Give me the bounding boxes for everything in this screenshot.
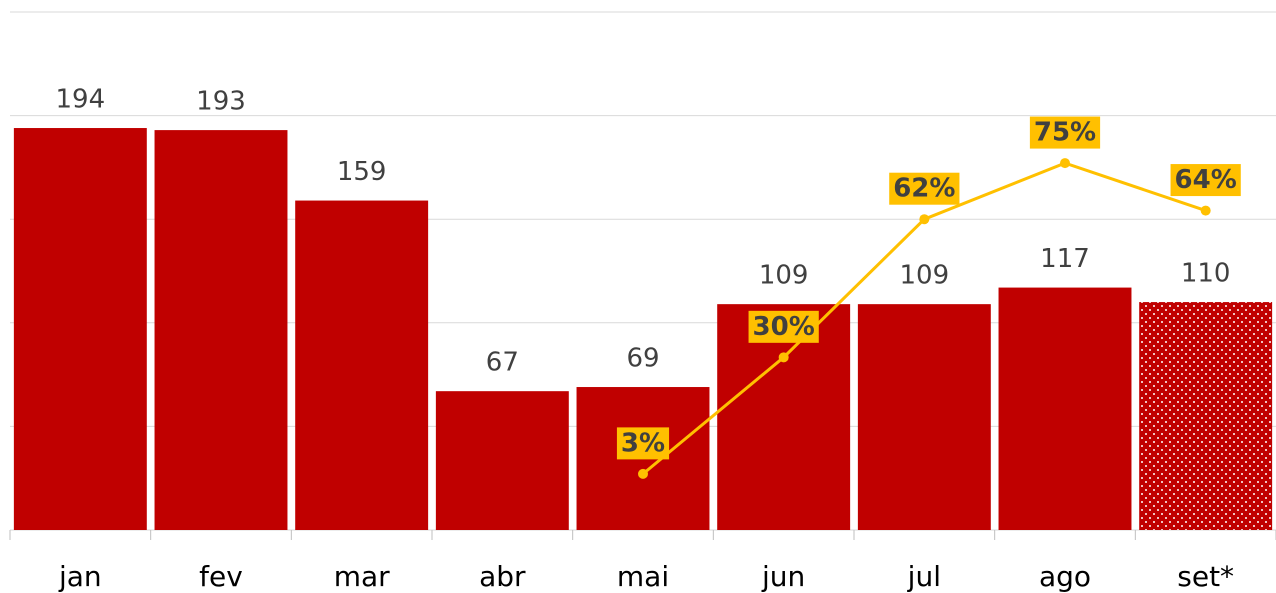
line-value-label: 64% [1175,165,1237,195]
x-tick-label: ago [1039,560,1091,593]
x-tick-label: fev [199,560,243,593]
x-tick-label: mar [334,560,390,593]
bar-value-label: 109 [900,261,950,291]
line-label-box [1170,164,1241,197]
line-label-box [748,310,819,343]
bar-value-label: 109 [759,261,809,291]
line-label-box [889,172,960,205]
x-tick-label: mai [617,560,669,593]
bar [154,130,288,530]
x-tick-label: set* [1177,560,1234,593]
bar [435,391,569,530]
bar [295,200,429,530]
line-value-label: 30% [753,312,815,342]
x-tick-label: jan [58,560,102,593]
bar-value-label: 69 [626,344,659,374]
line-value-label: 3% [621,428,665,458]
bar-value-label: 67 [486,348,519,378]
bar [13,128,147,531]
line-label-box [1029,116,1101,149]
x-tick-label: jul [907,560,941,593]
bar-value-label: 193 [196,87,246,117]
bar-value-label: 117 [1040,244,1090,274]
line-value-label: 62% [893,174,955,204]
line-point [919,214,930,225]
line-point [638,468,648,479]
line-label-box [616,427,670,460]
bar [857,304,991,530]
bar-value-label: 159 [337,157,387,187]
bar-value-label: 110 [1181,259,1231,289]
line-point [1060,158,1070,169]
x-tick-label: abr [479,560,526,593]
bar-value-label: 194 [56,85,106,115]
bar [1139,302,1273,530]
line-value-label: 75% [1034,118,1096,148]
line-point [1200,205,1211,216]
bar [998,287,1132,530]
line-point [778,352,789,363]
x-tick-label: jun [761,560,805,593]
